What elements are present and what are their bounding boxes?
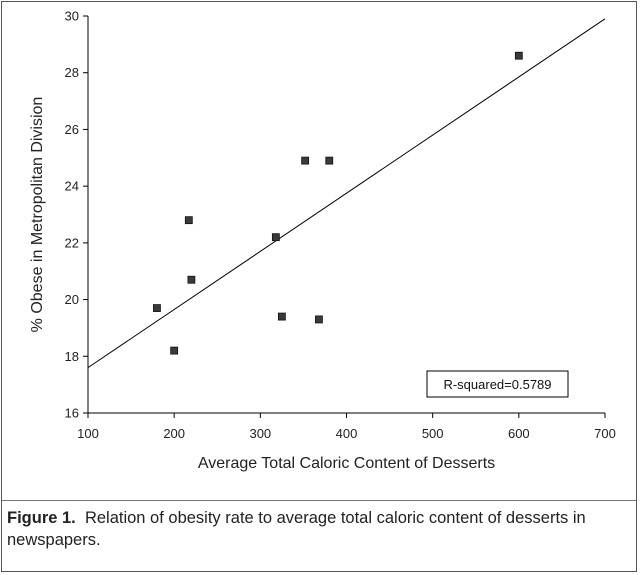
scatter-chart: 100 200 300 400 500 600 700 16 18 20 22 24 26 28 30 A…: [29, 9, 616, 473]
data-point: [277, 312, 286, 321]
y-tick-label: 28: [65, 65, 79, 80]
trend-line: [87, 18, 606, 369]
x-tick-label: 500: [422, 426, 444, 441]
r-squared-label: R-squared=0.5789: [443, 377, 551, 392]
x-tick-label: 700: [594, 426, 616, 441]
caption-divider: [2, 500, 636, 501]
data-point: [170, 346, 179, 355]
data-point: [325, 156, 334, 165]
x-tick-label: 200: [163, 426, 185, 441]
data-point: [184, 216, 193, 225]
axes: [87, 16, 605, 414]
data-point: [514, 51, 523, 60]
y-tick-label: 22: [65, 235, 79, 250]
data-points: [153, 51, 523, 355]
y-tick-label: 24: [65, 179, 79, 194]
y-tick-label: 16: [65, 406, 79, 421]
y-tick-label: 26: [65, 122, 79, 137]
x-axis-label: Average Total Caloric Content of Dessert…: [198, 455, 495, 472]
x-tick-label: 300: [249, 426, 271, 441]
y-tick-label: 18: [65, 349, 79, 364]
data-point: [153, 304, 161, 312]
data-point: [315, 315, 323, 324]
x-tick-label: 600: [508, 426, 530, 441]
data-point: [187, 275, 196, 284]
x-axis-ticks: 100 200 300 400 500 600 700: [77, 413, 616, 441]
figure-caption-text: Relation of obesity rate to average tota…: [7, 509, 586, 549]
y-tick-label: 20: [65, 292, 79, 307]
data-point: [301, 156, 310, 165]
x-tick-label: 400: [336, 426, 358, 441]
figure-caption-label: Figure 1.: [7, 509, 76, 527]
x-tick-label: 100: [77, 426, 99, 441]
y-tick-label: 30: [65, 9, 79, 24]
data-point: [271, 233, 280, 242]
y-axis-label: % Obese in Metropolitan Division: [29, 97, 46, 333]
r-squared-box: [426, 370, 569, 398]
y-axis-ticks: 16 18 20 22 24 26 28 30: [65, 9, 88, 421]
figure-caption: Figure 1. Relation of obesity rate to av…: [7, 507, 629, 551]
